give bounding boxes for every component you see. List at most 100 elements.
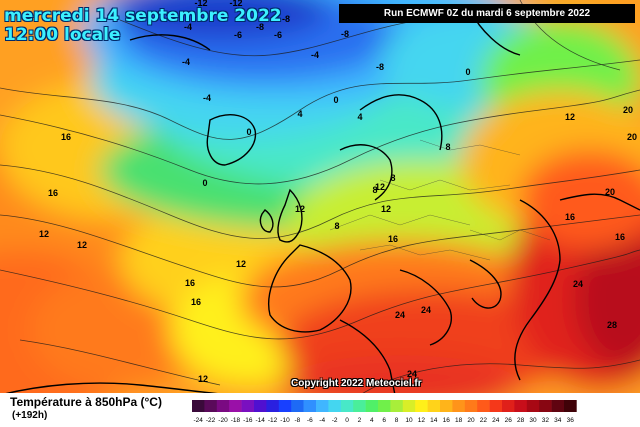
legend-swatch: [378, 400, 391, 412]
legend-tick-label: 32: [542, 417, 550, 424]
legend-tick-label: 12: [418, 417, 426, 424]
isotherm-label: 20: [605, 187, 615, 197]
legend-tick-label: 26: [505, 417, 513, 424]
legend-tick-label: -18: [231, 417, 241, 424]
borders: [329, 139, 551, 261]
legend-swatch: [241, 400, 255, 412]
isotherm-label: 0: [202, 178, 207, 188]
legend-tick-label: 24: [492, 417, 500, 424]
legend-swatch: [427, 400, 441, 412]
legend-swatch: [353, 400, 366, 412]
temperature-field: [0, 0, 640, 395]
isotherm-label: 16: [565, 212, 575, 222]
isotherm-label: 16: [388, 234, 398, 244]
legend-tick-label: 2: [358, 417, 362, 424]
legend-swatch: [402, 400, 416, 412]
legend-swatch: [514, 400, 528, 412]
isotherm-label: 20: [627, 132, 637, 142]
legend-swatch: [229, 400, 242, 412]
isotherm-label: 4: [297, 109, 302, 119]
legend-swatch: [477, 400, 490, 412]
isotherm-label: 16: [615, 232, 625, 242]
isotherm-label: 24: [573, 279, 583, 289]
legend-swatch: [539, 400, 552, 412]
isotherm-label: 12: [295, 204, 305, 214]
legend-tick-label: 20: [467, 417, 475, 424]
isotherm-label: -8: [256, 22, 264, 32]
legend-swatch: [291, 400, 304, 412]
legend-tick-label: 28: [517, 417, 525, 424]
legend-swatch: [452, 400, 466, 412]
copyright: Copyright 2022 Meteociel.fr: [291, 378, 422, 389]
isotherm-label: 12: [375, 182, 385, 192]
legend-swatch: [303, 400, 317, 412]
forecast-date: mercredi 14 septembre 2022: [4, 6, 282, 26]
legend-swatch: [440, 400, 453, 412]
isotherm-label: 16: [48, 188, 58, 198]
isotherm-label: -4: [184, 22, 192, 32]
legend-swatch: [192, 400, 205, 412]
legend-tick-label: -16: [243, 417, 253, 424]
isotherm-label: 8: [372, 185, 377, 195]
forecast-time: 12:00 locale: [4, 25, 121, 45]
isotherm-label: 16: [185, 278, 195, 288]
isotherm-label: 12: [381, 204, 391, 214]
legend-subtitle: (+192h): [12, 410, 48, 421]
legend-tick-label: -2: [332, 417, 338, 424]
isotherm-label: -12: [194, 0, 207, 8]
legend-title: Température à 850hPa (°C): [10, 395, 162, 409]
legend-tick-label: 0: [345, 417, 349, 424]
run-info: Run ECMWF 0Z du mardi 6 septembre 2022: [339, 4, 635, 23]
legend-swatch: [564, 400, 577, 412]
legend-tick-label: -10: [280, 417, 290, 424]
isotherm-label: 24: [407, 369, 417, 379]
legend-swatch: [316, 400, 329, 412]
legend-tick-label: -24: [193, 417, 203, 424]
isotherm-label: -4: [166, 10, 174, 20]
isotherm-label: 0: [333, 95, 338, 105]
legend-tick-label: 18: [455, 417, 463, 424]
legend-swatch: [390, 400, 404, 412]
isotherm-label: -12: [229, 0, 242, 8]
isotherm-label: -4: [203, 93, 211, 103]
isotherm-label: 16: [191, 297, 201, 307]
isotherm-label: -8: [341, 29, 349, 39]
isotherm-lines: [0, 0, 640, 395]
isotherm-label: 20: [623, 105, 633, 115]
legend-swatch: [464, 400, 478, 412]
isotherm-label: 12: [77, 240, 87, 250]
legend-tick-label: -20: [218, 417, 228, 424]
isotherm-label: 24: [421, 305, 431, 315]
isotherm-label: -4: [182, 57, 190, 67]
color-scale-legend: -24 -22 -20 -18 -16 -14 -12 -10 -8 -6 -4 -2 0 2 4 6 8 10 1…: [192, 400, 577, 424]
legend-swatch: [216, 400, 230, 412]
isotherm-label: 12: [39, 229, 49, 239]
legend-swatch: [266, 400, 280, 412]
isotherm-label: 12: [565, 112, 575, 122]
legend-tick-label: 34: [554, 417, 562, 424]
legend-tick-label: 6: [382, 417, 386, 424]
isotherm-label: -6: [234, 30, 242, 40]
legend-tick-label: -8: [295, 417, 301, 424]
legend-swatch: [489, 400, 503, 412]
isotherm-label: 16: [61, 132, 71, 142]
isotherm-label: 12: [198, 374, 208, 384]
legend-swatch: [551, 400, 565, 412]
isotherm-label: 4: [357, 112, 362, 122]
legend-swatch: [526, 400, 540, 412]
legend-tick-label: 16: [443, 417, 451, 424]
isotherm-label: -4: [311, 50, 319, 60]
isotherm-label: 8: [390, 173, 395, 183]
legend-tick-label: -22: [206, 417, 216, 424]
legend-tick-label: -14: [255, 417, 265, 424]
isotherm-label: 8: [334, 221, 339, 231]
legend-tick-label: 4: [370, 417, 374, 424]
isotherm-label: 28: [607, 320, 617, 330]
legend-swatch: [204, 400, 218, 412]
legend-swatch: [365, 400, 379, 412]
legend-tick-label: -6: [307, 417, 313, 424]
legend-tick-label: -4: [319, 417, 325, 424]
isotherm-label: 8: [445, 142, 450, 152]
